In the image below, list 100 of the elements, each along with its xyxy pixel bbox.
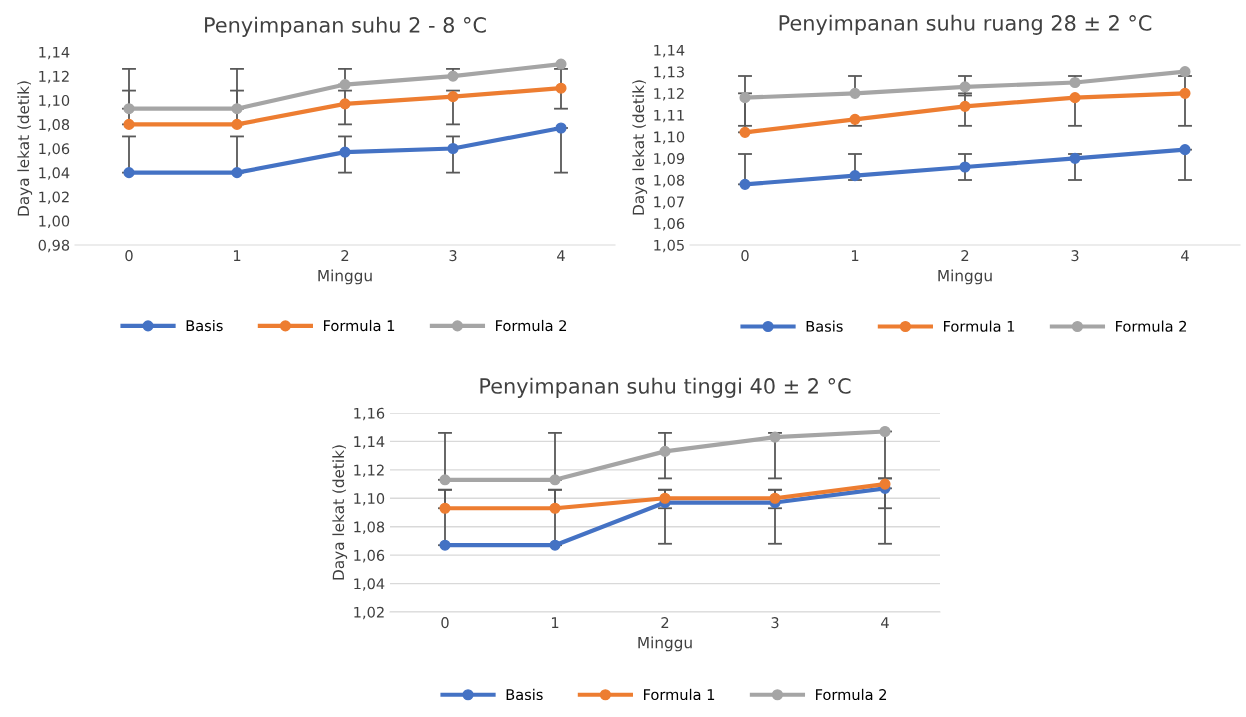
y-tick-label: 1,06 (39, 143, 70, 156)
point (659, 445, 671, 457)
point (339, 146, 351, 158)
y-tick-label: 1,10 (354, 493, 385, 506)
x-tick-label: 1 (851, 250, 859, 261)
point (555, 58, 567, 70)
legend-label: Formula 1 (944, 320, 1015, 332)
point (555, 82, 567, 94)
point (439, 474, 451, 486)
y-tick-label: 1,02 (354, 606, 384, 620)
x-axis-title: Minggu (318, 269, 372, 285)
point (231, 167, 243, 179)
x-tick-label: 3 (449, 250, 457, 262)
x-axis-title: Minggu (938, 269, 992, 285)
y-tick-label: 1,08 (39, 119, 70, 132)
chart-title: Penyimpanan suhu tinggi 40 ± 2 °C (480, 377, 851, 398)
y-axis-title: Daya lekat (detik) (332, 445, 348, 580)
point (555, 122, 567, 134)
point (769, 492, 781, 504)
point (123, 118, 135, 130)
point (1179, 66, 1191, 78)
y-tick-label: 1,06 (654, 218, 685, 231)
x-tick-label: 0 (741, 250, 749, 262)
y-tick-label: 1,12 (654, 88, 684, 101)
y-tick-label: 1,14 (654, 44, 685, 58)
legend-label: Formula 2 (816, 688, 887, 701)
y-tick-label: 0,98 (38, 239, 70, 253)
x-tick-label: 3 (1071, 250, 1079, 262)
point (879, 478, 891, 490)
point (659, 492, 671, 504)
x-tick-label: 0 (125, 250, 133, 262)
y-tick-label: 1,14 (354, 436, 385, 449)
y-tick-label: 1,10 (654, 131, 685, 144)
legend-label: Basis (506, 688, 543, 701)
point (123, 167, 135, 179)
legend-label: Formula 1 (644, 688, 715, 701)
y-axis-title: Daya lekat (detik) (17, 81, 33, 216)
y-tick-label: 1,04 (354, 578, 385, 591)
y-tick-label: 1,11 (654, 109, 684, 123)
y-tick-label: 1,16 (354, 407, 385, 421)
y-tick-label: 1,05 (654, 239, 684, 253)
point (447, 91, 459, 103)
y-tick-label: 1,00 (39, 215, 70, 229)
x-tick-label: 4 (557, 250, 565, 261)
y-tick-label: 1,09 (654, 153, 685, 166)
point (849, 87, 861, 99)
point (439, 539, 451, 551)
point (339, 98, 351, 110)
point (447, 142, 459, 155)
point (1069, 92, 1081, 104)
y-tick-label: 1,12 (354, 464, 384, 478)
point (447, 70, 459, 82)
point (959, 100, 971, 112)
point (231, 103, 243, 115)
legend-label: Formula 2 (1116, 320, 1187, 332)
point (959, 161, 971, 173)
legend-label: Basis (186, 319, 223, 332)
point (1069, 76, 1081, 89)
chart-title: Penyimpanan suhu 2 - 8 °C (205, 16, 486, 37)
point (439, 502, 451, 514)
point (769, 431, 781, 443)
point (849, 170, 861, 182)
chart-title: Penyimpanan suhu ruang 28 ± 2 °C (779, 14, 1152, 35)
y-tick-label: 1,12 (39, 70, 69, 84)
x-axis-title: Minggu (638, 636, 692, 652)
point (739, 92, 751, 104)
point (549, 502, 561, 514)
x-tick-label: 4 (1181, 250, 1189, 261)
y-tick-label: 1,13 (654, 66, 684, 79)
x-tick-label: 1 (233, 250, 241, 261)
x-tick-label: 3 (771, 617, 779, 629)
y-axis-title: Daya lekat (detik) (632, 80, 648, 215)
x-tick-label: 0 (441, 617, 449, 629)
x-tick-label: 2 (341, 250, 349, 261)
point (1179, 87, 1191, 99)
y-tick-label: 1,10 (39, 94, 70, 108)
point (879, 425, 891, 438)
point (1069, 152, 1081, 164)
point (739, 126, 751, 138)
point (959, 81, 971, 93)
point (123, 103, 135, 115)
x-tick-label: 1 (551, 617, 559, 628)
x-tick-label: 2 (961, 250, 969, 261)
point (339, 79, 351, 91)
point (739, 178, 751, 190)
point (549, 539, 561, 551)
point (231, 118, 243, 130)
y-tick-label: 1,08 (354, 521, 385, 534)
y-tick-label: 1,02 (39, 191, 69, 204)
point (549, 474, 561, 486)
legend-label: Basis (806, 320, 843, 332)
y-tick-label: 1,07 (654, 196, 684, 209)
y-tick-label: 1,14 (39, 46, 70, 60)
y-tick-label: 1,04 (39, 167, 70, 180)
y-tick-label: 1,06 (354, 549, 385, 563)
point (1179, 144, 1191, 156)
x-tick-label: 4 (881, 617, 889, 628)
y-tick-label: 1,08 (654, 174, 685, 188)
legend-label: Formula 2 (496, 319, 567, 332)
x-tick-label: 2 (661, 617, 669, 628)
